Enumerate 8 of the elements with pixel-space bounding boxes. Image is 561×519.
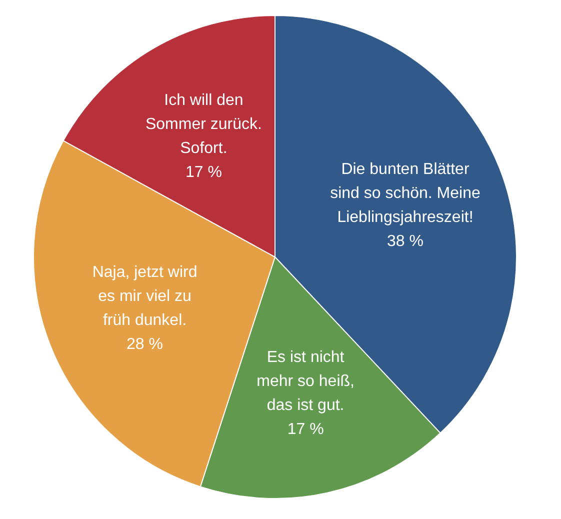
data-label: 38 % [387, 232, 424, 250]
slice-label: Es ist nicht mehr so heiß, das ist gut. [256, 349, 354, 414]
slice-label: Naja, jetzt wird es mir viel zu früh dunkel. [92, 264, 198, 329]
slice-label: Die bunten Blätter sind so schön. Meine Lieblingsjahreszeit! [330, 160, 480, 226]
data-label: 17 % [185, 164, 222, 181]
data-label: 28 % [126, 336, 163, 353]
slice-label: Ich will den Sommer zurück. Sofort. [145, 92, 262, 157]
data-label: 17 % [287, 421, 324, 438]
